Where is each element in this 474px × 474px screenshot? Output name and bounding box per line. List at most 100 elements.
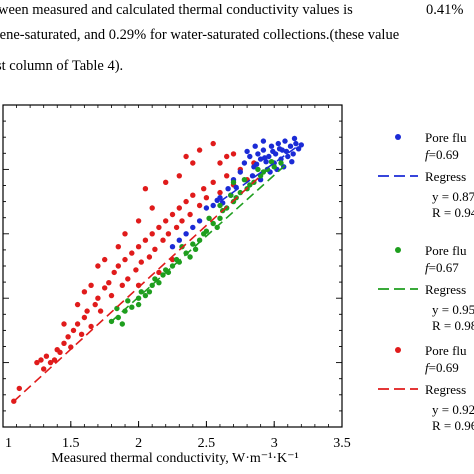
data-point bbox=[291, 135, 298, 142]
data-point bbox=[115, 263, 122, 269]
data-point bbox=[217, 189, 223, 196]
data-point bbox=[247, 153, 253, 160]
data-point bbox=[43, 353, 50, 359]
data-point bbox=[210, 140, 216, 147]
data-point bbox=[210, 202, 216, 209]
data-point bbox=[190, 241, 196, 247]
data-point bbox=[183, 231, 189, 237]
data-point bbox=[146, 289, 153, 295]
data-point bbox=[257, 177, 264, 183]
data-point bbox=[176, 237, 182, 243]
data-point bbox=[290, 151, 296, 157]
data-point bbox=[224, 205, 230, 211]
paragraph-line-3: st column of Table 4). bbox=[0, 58, 124, 74]
data-point bbox=[187, 254, 193, 260]
data-point bbox=[192, 246, 199, 252]
data-point bbox=[173, 224, 180, 231]
x-tick-label: 2.5 bbox=[198, 436, 216, 451]
data-point bbox=[146, 254, 153, 260]
data-point bbox=[102, 256, 108, 263]
data-point bbox=[217, 160, 223, 166]
data-point bbox=[266, 153, 272, 160]
legend-series-name: Pore flu bbox=[425, 130, 467, 145]
data-point bbox=[149, 231, 155, 237]
legend-marker bbox=[395, 247, 401, 253]
x-tick-label: 3.5 bbox=[333, 436, 351, 451]
legend-equation: y = 0.87 bbox=[432, 189, 474, 204]
data-point bbox=[135, 301, 142, 308]
legend-f-label: f=0.67 bbox=[425, 260, 459, 275]
data-point bbox=[149, 205, 155, 211]
data-point bbox=[88, 282, 94, 288]
data-point bbox=[224, 173, 230, 179]
data-points bbox=[11, 135, 304, 404]
data-point bbox=[135, 244, 142, 250]
data-point bbox=[135, 218, 142, 224]
data-point bbox=[95, 295, 101, 301]
data-point bbox=[262, 155, 268, 161]
legend-regression-label: Regress bbox=[425, 382, 466, 397]
data-point bbox=[183, 198, 189, 205]
paragraph-line-2: sene-saturated, and 0.29% for water-satu… bbox=[0, 27, 400, 43]
data-point bbox=[190, 224, 196, 231]
x-tick-label: 1 bbox=[5, 436, 12, 451]
data-point bbox=[129, 250, 135, 256]
data-point bbox=[295, 146, 302, 152]
data-point bbox=[81, 314, 88, 321]
legend-f-label: f=0.69 bbox=[425, 147, 459, 162]
data-point bbox=[156, 269, 162, 276]
data-point bbox=[268, 143, 275, 149]
data-point bbox=[203, 205, 210, 211]
data-point bbox=[41, 366, 47, 372]
data-point bbox=[135, 295, 142, 301]
data-point bbox=[156, 224, 162, 231]
regression-line bbox=[13, 175, 262, 402]
data-point bbox=[230, 179, 237, 185]
data-point bbox=[165, 231, 172, 237]
x-tick-labels: 1 1.5 2 2.5 3 3.5 bbox=[5, 436, 351, 451]
data-point bbox=[183, 153, 189, 160]
data-point bbox=[241, 160, 248, 166]
legend-r-value: R = 0.96 bbox=[432, 418, 474, 433]
paragraph-line-1-text: tween measured and calculated thermal co… bbox=[0, 2, 353, 18]
data-point bbox=[275, 140, 281, 147]
data-point bbox=[210, 179, 216, 185]
data-point bbox=[190, 192, 196, 198]
data-point bbox=[244, 148, 250, 155]
data-point bbox=[169, 211, 176, 218]
data-point bbox=[122, 231, 128, 237]
data-point bbox=[283, 148, 290, 155]
data-point bbox=[260, 138, 267, 144]
data-point bbox=[61, 340, 67, 346]
data-point bbox=[241, 177, 248, 183]
data-point bbox=[196, 147, 203, 153]
data-point bbox=[81, 289, 88, 295]
legend-series-name: Pore flu bbox=[425, 343, 467, 358]
data-point bbox=[65, 334, 71, 340]
regression-lines bbox=[13, 142, 302, 402]
data-point bbox=[51, 357, 58, 363]
data-point bbox=[255, 151, 261, 157]
paragraph-line-1: tween measured and calculated thermal co… bbox=[0, 2, 463, 19]
data-point bbox=[106, 280, 112, 286]
regression-line bbox=[219, 142, 302, 203]
data-point bbox=[102, 285, 108, 291]
legend-r-value: R = 0.98 bbox=[432, 318, 474, 333]
data-point bbox=[206, 215, 212, 221]
data-point bbox=[119, 321, 126, 327]
axis-ticks bbox=[2, 104, 343, 428]
legend-r-value: R = 0.94 bbox=[432, 205, 474, 220]
data-point bbox=[210, 220, 216, 227]
data-point bbox=[249, 173, 256, 179]
x-tick-label: 3 bbox=[271, 436, 278, 451]
data-point bbox=[270, 148, 276, 155]
data-point bbox=[160, 237, 166, 243]
data-point bbox=[224, 153, 230, 160]
data-point bbox=[196, 218, 203, 224]
data-point bbox=[253, 161, 260, 167]
data-point bbox=[203, 195, 210, 201]
data-point bbox=[125, 276, 131, 282]
data-point bbox=[255, 166, 261, 173]
data-point bbox=[156, 280, 162, 286]
